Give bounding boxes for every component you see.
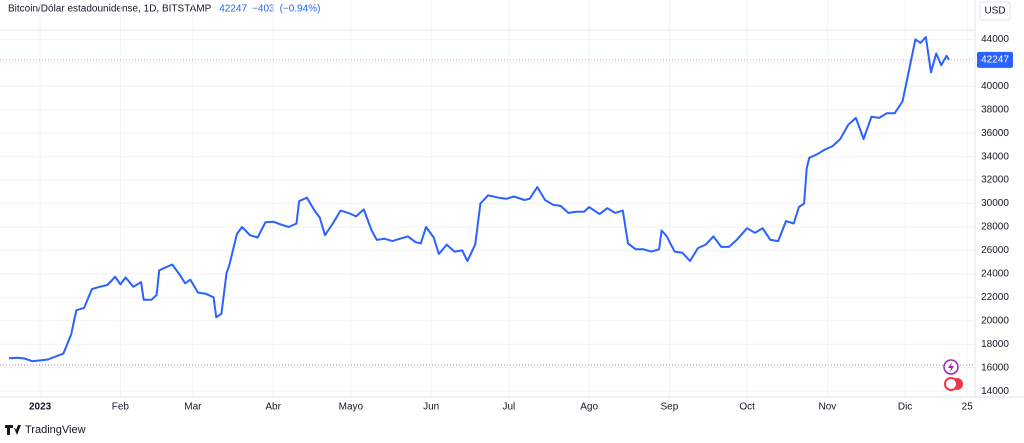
- y-tick-label: 36000: [981, 128, 1009, 139]
- y-tick-label: 14000: [981, 386, 1009, 397]
- x-tick-label: Mar: [184, 402, 202, 413]
- brand-name: TradingView: [25, 424, 86, 436]
- x-tick-label: Ago: [580, 402, 598, 413]
- x-tick-label: Sep: [661, 402, 679, 413]
- y-tick-label: 22000: [981, 292, 1009, 303]
- brand-logo: [5, 425, 21, 435]
- y-tick-label: 26000: [981, 245, 1009, 256]
- last-price-tag: [977, 51, 1013, 68]
- y-tick-label: 30000: [981, 198, 1009, 209]
- x-tick-label: Mayo: [339, 402, 364, 413]
- y-tick-label: 28000: [981, 222, 1009, 233]
- x-tick-label: Nov: [818, 402, 836, 413]
- last-price-tag-label: 42247: [981, 55, 1009, 66]
- event-icon-glyph: [948, 362, 954, 372]
- y-tick-label: 20000: [981, 315, 1009, 326]
- last-price: 42247: [219, 4, 247, 15]
- currency-label[interactable]: USD: [984, 6, 1005, 17]
- currency-button[interactable]: [979, 1, 1011, 21]
- x-tick-label: 2023: [29, 402, 52, 413]
- y-tick-label: 34000: [981, 151, 1009, 162]
- y-tick-label: 44000: [981, 34, 1009, 45]
- x-tick-label: Abr: [265, 402, 281, 413]
- x-tick-label: Oct: [739, 402, 755, 413]
- x-tick-label: Jul: [502, 402, 515, 413]
- y-tick-label: 40000: [981, 81, 1009, 92]
- y-tick-label: 18000: [981, 339, 1009, 350]
- y-tick-label: 32000: [981, 175, 1009, 186]
- y-tick-label: 24000: [981, 269, 1009, 280]
- x-tick-label: 25: [962, 402, 974, 413]
- price-change-percent: (−0.94%): [280, 4, 321, 15]
- y-tick-label: 16000: [981, 362, 1009, 373]
- y-tick-label: 38000: [981, 104, 1009, 115]
- x-tick-label: Jun: [423, 402, 439, 413]
- symbol-title: Bitcoin/Dólar estadounidense, 1D, BITSTA…: [8, 4, 212, 15]
- price-change: −403: [252, 4, 275, 15]
- economic-icon[interactable]: [944, 377, 958, 391]
- price-line: [8, 36, 950, 363]
- x-tick-label: Feb: [112, 402, 130, 413]
- x-tick-label: Dic: [898, 402, 912, 413]
